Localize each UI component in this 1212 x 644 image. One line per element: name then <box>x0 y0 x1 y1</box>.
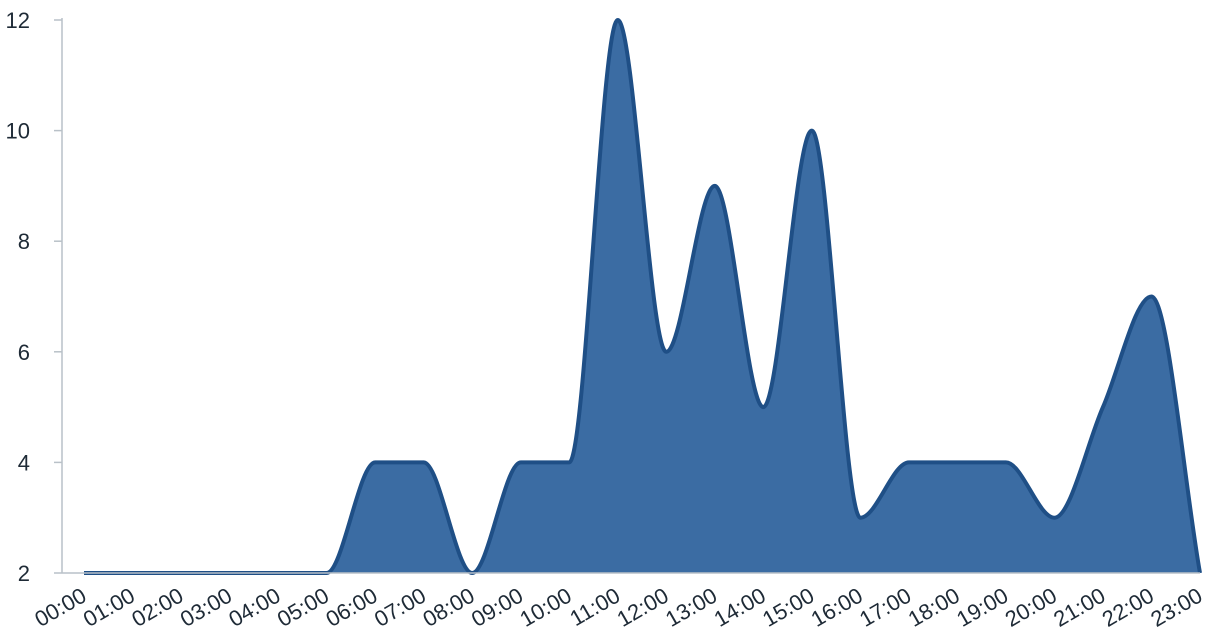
x-tick-label: 03:00 <box>176 583 236 632</box>
x-tick-label: 22:00 <box>1098 583 1158 632</box>
x-tick-label: 02:00 <box>127 583 187 632</box>
x-tick-label: 12:00 <box>613 583 673 632</box>
x-tick-label: 14:00 <box>710 583 770 632</box>
y-tick-label: 6 <box>18 340 30 365</box>
x-tick-label: 07:00 <box>370 583 430 632</box>
x-tick-label: 05:00 <box>273 583 333 632</box>
x-tick-label: 11:00 <box>565 583 624 631</box>
x-axis-ticks: 00:0001:0002:0003:0004:0005:0006:0007:00… <box>30 583 1206 632</box>
y-axis-ticks: 2 4 6 8 10 12 <box>6 8 62 586</box>
y-tick-label: 12 <box>6 8 30 33</box>
x-tick-label: 10:00 <box>516 583 576 632</box>
x-tick-label: 06:00 <box>321 583 381 632</box>
x-tick-label: 21:00 <box>1049 583 1109 632</box>
x-tick-label: 15:00 <box>758 583 818 632</box>
y-tick-label: 10 <box>6 119 30 144</box>
x-tick-label: 01:00 <box>79 583 139 632</box>
area-layer <box>83 18 1202 575</box>
x-tick-label: 08:00 <box>418 583 478 632</box>
x-tick-label: 16:00 <box>807 583 867 632</box>
y-tick-label: 2 <box>18 561 30 586</box>
area-fill <box>84 20 1200 573</box>
x-tick-label: 19:00 <box>952 583 1012 632</box>
y-tick-label: 4 <box>18 450 30 475</box>
x-tick-label: 17:00 <box>855 583 915 632</box>
x-tick-label: 18:00 <box>904 583 964 632</box>
x-tick-label: 23:00 <box>1146 583 1206 632</box>
x-tick-label: 20:00 <box>1001 583 1061 632</box>
y-tick-label: 8 <box>18 229 30 254</box>
x-tick-label: 04:00 <box>224 583 284 632</box>
x-tick-label: 00:00 <box>30 583 90 632</box>
x-tick-label: 13:00 <box>661 583 721 632</box>
x-tick-label: 09:00 <box>467 583 527 632</box>
series-line <box>83 18 1202 575</box>
axis-layer <box>61 18 1200 574</box>
